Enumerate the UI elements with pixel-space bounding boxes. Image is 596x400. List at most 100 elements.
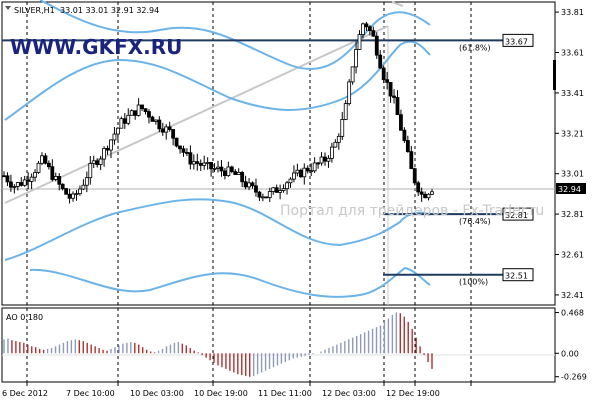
candle-body-down <box>233 171 238 175</box>
candle <box>88 156 93 185</box>
candle <box>160 122 165 136</box>
price-axis: 33.81 33.61 33.41 33.21 33.01 32.81 32.61 32.41 <box>555 8 584 300</box>
candle <box>223 167 227 180</box>
envelope-bands <box>4 0 431 298</box>
candle-body-down <box>188 152 193 165</box>
candle-body-up <box>78 188 82 195</box>
candle <box>250 181 255 189</box>
candle <box>319 152 324 166</box>
candle-body-up <box>53 176 58 180</box>
candle <box>381 65 386 84</box>
candle-body-up <box>340 118 345 137</box>
candle-body-down <box>19 182 24 186</box>
price-tick-label: 33.21 <box>561 129 584 138</box>
ohlc-values: 33.01 33.01 32.91 32.94 <box>60 6 159 15</box>
candle <box>423 191 427 199</box>
collapse-triangle-icon[interactable] <box>5 6 11 10</box>
candle <box>46 160 51 170</box>
price-tick-label: 33.01 <box>561 170 584 179</box>
candle-body-down <box>323 156 327 162</box>
candle-body-down <box>385 79 390 83</box>
candle-body-up <box>361 23 365 35</box>
candle-body-down <box>240 171 245 183</box>
candle <box>371 26 376 37</box>
candle <box>212 163 217 172</box>
candle-body-up <box>430 191 434 195</box>
candle-body-up <box>202 162 207 166</box>
fib-price-box-2 <box>502 268 534 282</box>
candle-body-down <box>381 67 386 81</box>
candle-body-down <box>2 175 6 178</box>
candle-body-up <box>354 49 358 68</box>
candle-body-up <box>302 167 307 178</box>
candle-body-up <box>33 172 37 178</box>
candle-body-up <box>212 167 217 170</box>
candle-body-down <box>374 35 379 56</box>
candle <box>33 169 37 182</box>
candle-body-down <box>257 191 262 198</box>
time-tick-label: 10 Dec 03:00 <box>130 389 184 398</box>
candle <box>178 145 182 154</box>
candle-body-down <box>147 111 151 118</box>
candle-body-down <box>150 116 155 122</box>
candle <box>12 184 17 194</box>
fibonacci-levels[interactable]: (61.8%) 33.67 (76.4%) 32.81 (100%) 32.51 <box>2 33 534 287</box>
candle-body-down <box>178 145 182 150</box>
candle-body-up <box>129 110 134 116</box>
candle-body-up <box>260 196 265 199</box>
candle-body-down <box>95 160 100 165</box>
candle <box>257 190 262 202</box>
candle <box>181 145 186 157</box>
candle <box>254 178 258 197</box>
candle <box>140 104 144 111</box>
candle <box>185 148 189 157</box>
chart-header: SILVER,H1 33.01 33.01 32.91 32.94 <box>5 6 159 15</box>
candle-body-down <box>46 162 51 168</box>
candle <box>323 152 327 166</box>
candle <box>316 161 320 169</box>
candle-body-up <box>84 177 89 186</box>
candle-body-up <box>102 148 106 160</box>
ao-label-value: 0.180 <box>20 313 43 322</box>
candle <box>385 71 390 90</box>
candle <box>64 187 69 195</box>
candle-body-up <box>216 166 220 169</box>
candle <box>347 79 352 106</box>
candle <box>60 183 65 191</box>
candle <box>209 161 213 177</box>
candle <box>71 191 75 202</box>
current-price-value: 32.94 <box>558 185 581 194</box>
candle <box>153 119 158 125</box>
candle <box>374 32 379 59</box>
candle-body-down <box>26 179 31 182</box>
candle-body-down <box>419 191 424 195</box>
trend-line[interactable] <box>4 25 389 204</box>
candle <box>226 161 231 177</box>
candle-body-down <box>367 26 372 32</box>
main-panel-frame <box>1 1 556 306</box>
candle <box>243 175 248 190</box>
candle-body-up <box>281 188 286 191</box>
symbol-label: SILVER,H1 <box>14 6 55 15</box>
candle <box>236 168 241 175</box>
time-tick-label: 6 Dec 2012 <box>2 389 48 398</box>
candle-body-down <box>209 162 213 170</box>
candle-body-up <box>319 156 324 164</box>
candle <box>40 152 44 166</box>
fib-pct-label-1: (76.4%) <box>459 217 491 226</box>
candle <box>274 184 279 193</box>
candle <box>240 170 245 188</box>
candle <box>354 41 358 74</box>
candle <box>361 22 365 39</box>
candle-body-down <box>105 148 110 151</box>
candle <box>278 184 283 200</box>
candle <box>78 185 82 196</box>
candle-body-up <box>267 191 272 198</box>
candle <box>219 159 224 177</box>
candle-body-down <box>185 152 189 154</box>
candle-body-up <box>288 178 293 184</box>
candle <box>112 127 117 145</box>
fib-price-label-0: 33.67 <box>505 37 528 46</box>
candle <box>15 181 20 191</box>
